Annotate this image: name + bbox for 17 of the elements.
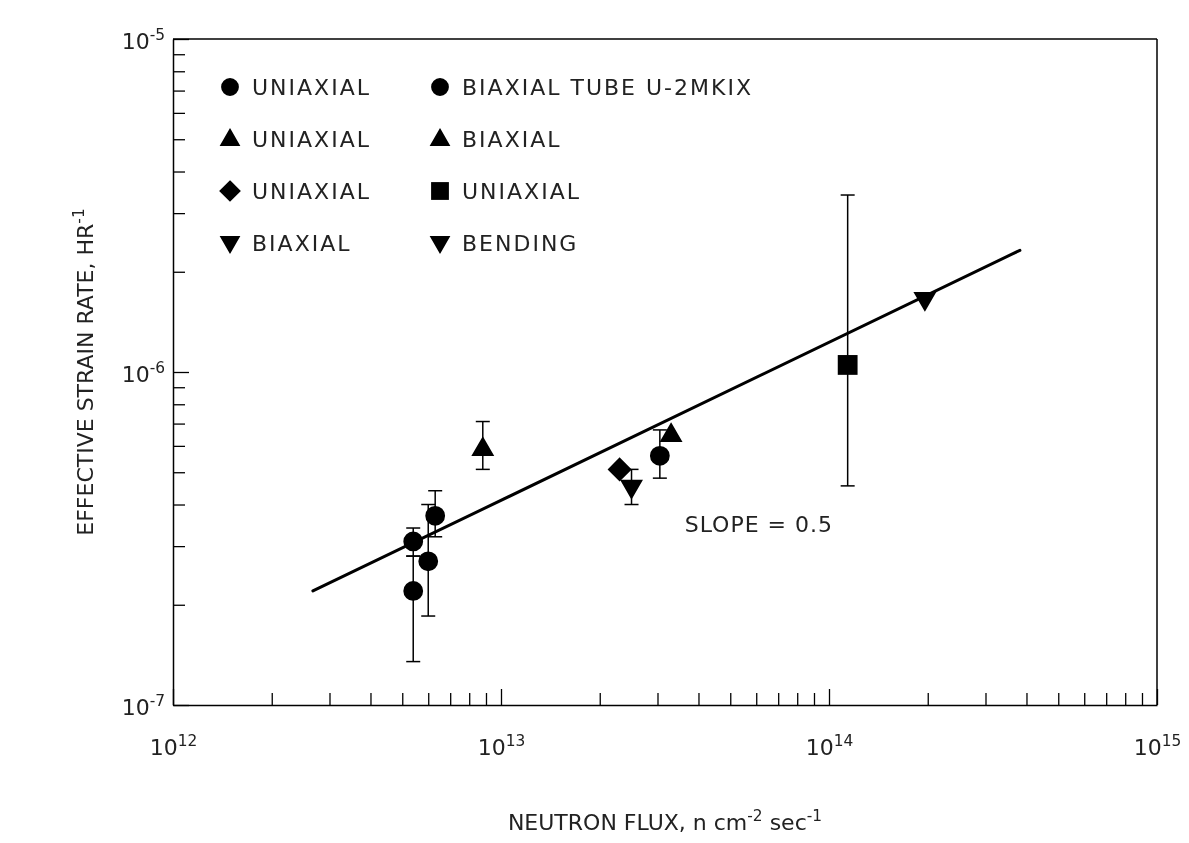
legend-label: UNIAXIAL: [252, 75, 371, 100]
legend-label: BIAXIAL: [252, 231, 352, 256]
x-tick-label: 10$^{13}$: [477, 732, 526, 760]
legend-label: UNIAXIAL: [252, 127, 371, 152]
legend-label: BENDING: [462, 231, 579, 256]
legend-label: BIAXIAL: [462, 127, 562, 152]
y-tick-label: 10$^{-6}$: [121, 359, 165, 388]
x-axis-title: NEUTRON FLUX, n cm$^{-2}$ sec$^{-1}$: [507, 807, 823, 835]
y-tick-label: 10$^{-7}$: [121, 692, 165, 721]
legend-label: BIAXIAL TUBE U-2MKIX: [462, 75, 754, 100]
legend-label: UNIAXIAL: [462, 179, 581, 204]
y-tick-label: 10$^{-5}$: [121, 26, 165, 55]
x-tick-label: 10$^{12}$: [149, 732, 198, 760]
x-tick-label: 10$^{14}$: [805, 732, 854, 760]
x-tick-label: 10$^{15}$: [1133, 732, 1182, 760]
annotation: SLOPE = 0.5: [684, 511, 834, 537]
legend-label: UNIAXIAL: [252, 179, 371, 204]
